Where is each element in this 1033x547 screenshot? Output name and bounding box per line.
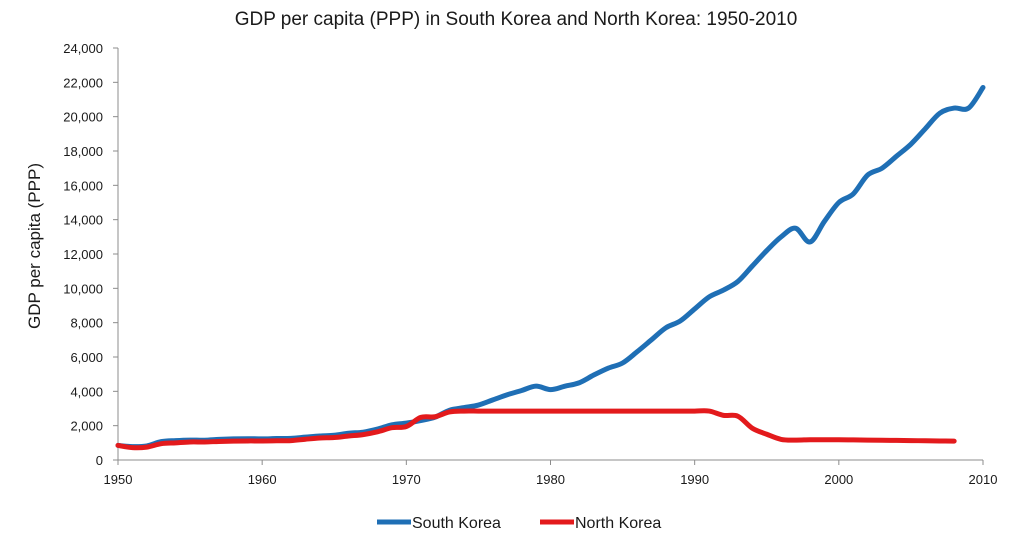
- x-tick-label: 2010: [969, 472, 998, 487]
- x-tick-label: 1950: [104, 472, 133, 487]
- y-tick-label: 0: [96, 453, 103, 468]
- y-tick-label: 22,000: [63, 75, 103, 90]
- legend-label-south-korea: South Korea: [412, 515, 501, 532]
- chart-title: GDP per capita (PPP) in South Korea and …: [235, 9, 798, 30]
- axes: 0 2,000 4,000 6,000 8,000 10,000 12,000 14,000 1…: [63, 41, 997, 487]
- y-tick-label: 12,000: [63, 247, 103, 262]
- series-line-south-korea: [115, 84, 986, 450]
- y-tick-label: 2,000: [70, 419, 103, 434]
- x-tick-label: 1960: [248, 472, 277, 487]
- series-line-north-korea: [115, 408, 957, 451]
- x-tick-label: 1970: [392, 472, 421, 487]
- y-tick-label: 20,000: [63, 110, 103, 125]
- y-tick-label: 14,000: [63, 213, 103, 228]
- y-tick-label: 4,000: [70, 384, 103, 399]
- legend: South Korea North Korea: [377, 515, 661, 532]
- legend-label-north-korea: North Korea: [575, 515, 661, 532]
- y-tick-label: 6,000: [70, 350, 103, 365]
- y-tick-label: 10,000: [63, 281, 103, 296]
- y-tick-label: 8,000: [70, 316, 103, 331]
- y-tick-label: 24,000: [63, 41, 103, 56]
- x-tick-label: 1990: [680, 472, 709, 487]
- y-tick-label: 16,000: [63, 178, 103, 193]
- x-tick-label: 1980: [536, 472, 565, 487]
- y-tick-label: 18,000: [63, 144, 103, 159]
- series-layer: [115, 84, 986, 451]
- x-tick-label: 2000: [824, 472, 853, 487]
- y-axis-label: GDP per capita (PPP): [25, 163, 44, 329]
